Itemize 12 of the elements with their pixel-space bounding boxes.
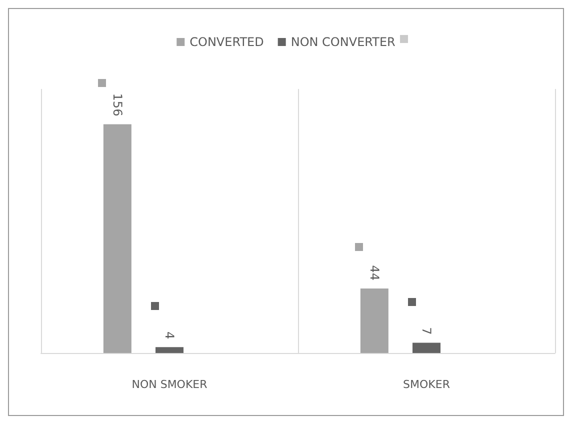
data-label: 156 — [110, 93, 124, 116]
x-tick-label: NON SMOKER — [132, 378, 208, 391]
legend-label: NON CONVERTER — [290, 35, 396, 49]
data-label: 7 — [420, 327, 434, 335]
x-tick-label: SMOKER — [403, 378, 450, 391]
legend-label: CONVERTED — [190, 35, 264, 49]
data-label: 4 — [162, 331, 176, 340]
bar — [412, 342, 440, 353]
bar — [103, 124, 132, 353]
data-label: 44 — [367, 265, 382, 280]
bar — [360, 288, 388, 353]
bar — [156, 347, 184, 353]
